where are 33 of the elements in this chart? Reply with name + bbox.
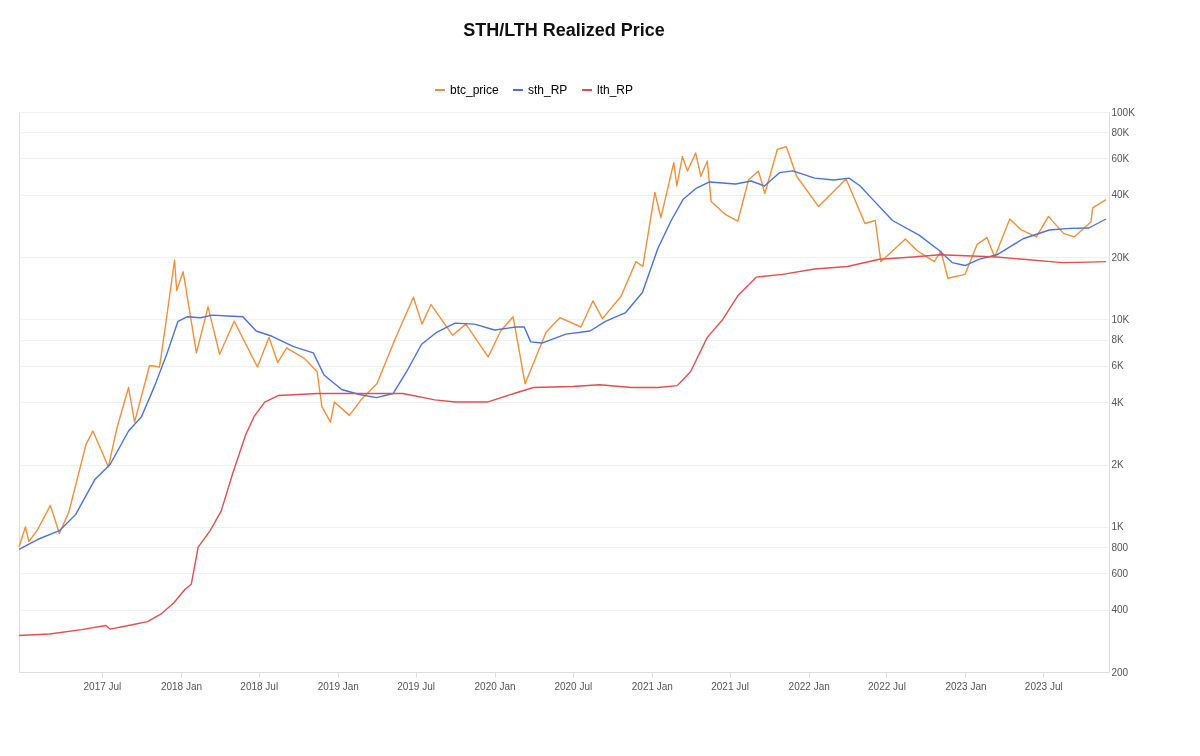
x-tick-label: 2020 Jul xyxy=(554,680,593,692)
legend-label: lth_RP xyxy=(597,83,634,97)
y-tick-label: 1K xyxy=(1111,521,1125,533)
x-tick-label: 2022 Jan xyxy=(788,680,830,692)
x-tick-label: 2021 Jul xyxy=(711,680,750,692)
x-tick-label: 2022 Jul xyxy=(868,680,906,692)
y-tick-label: 20K xyxy=(1111,251,1130,263)
y-tick-label: 200 xyxy=(1111,666,1129,678)
x-tick-label: 2023 Jul xyxy=(1024,680,1063,692)
legend-label: btc_price xyxy=(450,83,500,97)
y-tick-label: 4K xyxy=(1111,396,1125,408)
y-tick-label: 2K xyxy=(1111,459,1125,471)
y-tick-label: 60K xyxy=(1111,152,1130,164)
y-tick-label: 6K xyxy=(1111,360,1125,372)
y-tick-label: 80K xyxy=(1111,126,1130,138)
x-tick-label: 2017 Jul xyxy=(83,680,122,692)
legend-label: sth_RP xyxy=(528,83,568,97)
y-tick-label: 40K xyxy=(1111,189,1130,201)
chart-title: STH/LTH Realized Price xyxy=(463,20,665,40)
y-tick-label: 10K xyxy=(1111,313,1130,325)
y-tick-label: 100K xyxy=(1111,106,1136,118)
y-tick-label: 400 xyxy=(1111,604,1129,616)
x-tick-label: 2019 Jul xyxy=(397,680,435,692)
x-tick-label: 2020 Jan xyxy=(474,680,516,692)
y-tick-label: 8K xyxy=(1111,334,1125,346)
line-series xyxy=(18,254,1107,637)
x-tick-label: 2023 Jan xyxy=(945,680,987,692)
x-tick-label: 2019 Jan xyxy=(317,680,359,692)
x-tick-label: 2021 Jan xyxy=(631,680,673,692)
y-tick-label: 600 xyxy=(1111,567,1129,579)
x-tick-label: 2018 Jan xyxy=(160,680,203,692)
y-tick-label: 800 xyxy=(1111,541,1129,553)
x-tick-label: 2018 Jul xyxy=(240,680,279,692)
